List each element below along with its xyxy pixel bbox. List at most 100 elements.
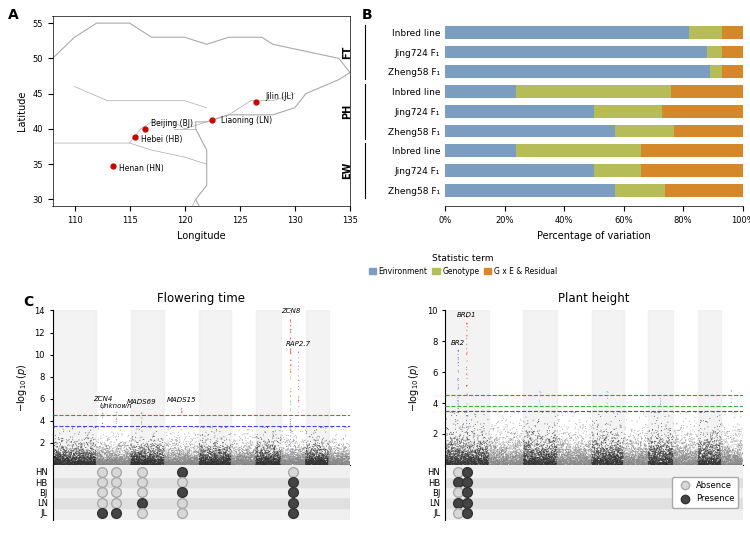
- Point: [518, 459, 530, 467]
- Point: [263, 457, 275, 466]
- Point: [124, 459, 136, 467]
- Point: [562, 445, 574, 453]
- Point: [217, 460, 229, 469]
- Point: [195, 442, 207, 451]
- Point: [177, 458, 189, 467]
- Point: [264, 457, 276, 465]
- Point: [735, 460, 747, 469]
- Point: [220, 443, 232, 452]
- Point: [582, 458, 594, 466]
- Point: [204, 457, 216, 465]
- Point: [60, 459, 72, 468]
- Point: [625, 457, 637, 465]
- Point: [78, 456, 90, 464]
- Point: [686, 450, 698, 458]
- Point: [225, 443, 237, 451]
- Point: [220, 460, 232, 469]
- Point: [263, 456, 275, 464]
- Point: [164, 456, 176, 464]
- Point: [633, 440, 645, 449]
- Point: [110, 460, 122, 468]
- Point: [151, 460, 163, 468]
- Point: [561, 457, 573, 465]
- Point: [593, 457, 605, 466]
- Point: [96, 456, 108, 464]
- Point: [225, 457, 237, 465]
- Point: [600, 459, 612, 468]
- Point: [500, 460, 512, 469]
- Point: [715, 453, 727, 461]
- Point: [50, 448, 62, 457]
- Point: [191, 460, 203, 468]
- Point: [690, 450, 702, 459]
- Point: [140, 457, 152, 466]
- Point: [482, 440, 494, 449]
- Point: [312, 458, 324, 466]
- Point: [65, 456, 77, 465]
- Point: [122, 451, 134, 459]
- Point: [512, 451, 524, 460]
- Point: [573, 456, 585, 465]
- Point: [172, 443, 184, 452]
- Point: [705, 431, 717, 440]
- Point: [532, 453, 544, 462]
- Point: [100, 459, 112, 467]
- Point: [594, 456, 606, 465]
- Point: [195, 460, 207, 468]
- Point: [506, 436, 518, 444]
- Point: [441, 460, 453, 469]
- Point: [448, 439, 460, 448]
- Point: [315, 451, 327, 460]
- Point: [531, 440, 543, 449]
- Point: [162, 446, 174, 455]
- Point: [56, 458, 68, 467]
- Point: [549, 460, 561, 468]
- Point: [554, 448, 566, 456]
- Point: [251, 452, 262, 460]
- Point: [256, 453, 268, 462]
- Point: [201, 459, 213, 468]
- Point: [522, 448, 534, 456]
- Point: [729, 456, 741, 464]
- Point: [588, 458, 600, 467]
- Point: [584, 458, 596, 467]
- Point: [634, 414, 646, 422]
- Point: [464, 448, 476, 456]
- Point: [552, 450, 564, 459]
- Point: [232, 454, 244, 463]
- Point: [68, 460, 80, 469]
- Point: [718, 460, 730, 469]
- Point: [692, 447, 704, 456]
- Point: [736, 441, 748, 450]
- Point: [58, 458, 70, 466]
- Point: [724, 438, 736, 446]
- Point: [476, 460, 488, 469]
- Point: [565, 443, 577, 452]
- Title: Plant height: Plant height: [558, 292, 629, 305]
- Point: [562, 460, 574, 469]
- Point: [188, 460, 200, 469]
- Point: [526, 459, 538, 468]
- Point: [275, 457, 287, 466]
- Point: [692, 452, 704, 461]
- Point: [694, 455, 706, 464]
- Point: [684, 437, 696, 446]
- Point: [296, 455, 307, 464]
- Point: [625, 455, 637, 463]
- Point: [274, 453, 286, 462]
- Point: [591, 455, 603, 463]
- Point: [163, 451, 175, 459]
- Point: [638, 459, 650, 468]
- Point: [277, 448, 289, 456]
- Point: [293, 453, 305, 461]
- Point: [648, 457, 660, 466]
- Point: [719, 452, 731, 460]
- Point: [125, 458, 137, 467]
- Point: [232, 446, 244, 455]
- Point: [285, 428, 297, 437]
- Point: [518, 460, 530, 468]
- Point: [96, 446, 108, 455]
- Point: [502, 457, 514, 465]
- Point: [733, 450, 745, 458]
- Point: [614, 444, 626, 453]
